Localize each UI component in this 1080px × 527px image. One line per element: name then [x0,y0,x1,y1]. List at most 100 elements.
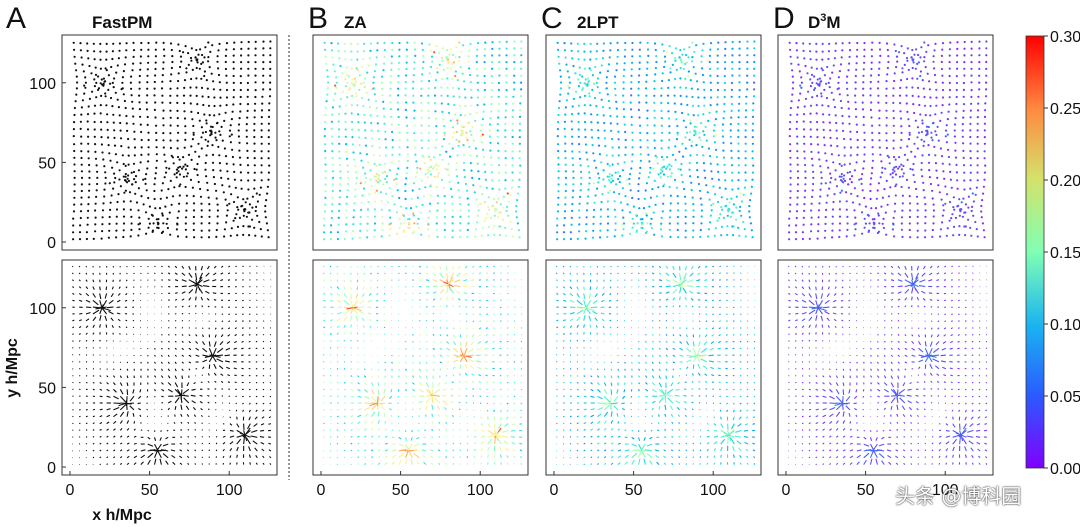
particle-point [169,146,172,150]
particle-point [487,196,490,199]
displacement-vector [651,375,655,379]
particle-point [221,184,224,187]
particle-point [208,229,211,232]
particle-point [121,154,124,157]
particle-point [247,40,250,44]
displacement-vector [194,279,203,287]
particle-point [102,158,105,161]
particle-point [574,72,577,75]
particle-point [187,52,190,55]
particle-point [634,213,638,216]
particle-point [212,80,215,83]
particle-point [205,119,208,122]
particle-point [388,187,391,190]
displacement-vector [242,313,244,316]
displacement-vector [569,442,572,445]
particle-point [109,201,112,204]
displacement-vector [624,429,627,431]
displacement-vector [370,411,376,418]
particle-point [132,62,135,65]
displacement-vector [235,402,238,405]
particle-point [735,218,738,221]
displacement-vector [576,324,579,328]
displacement-vector [610,449,614,452]
displacement-vector [444,414,448,417]
particle-point [504,122,507,125]
particle-point [616,41,619,45]
particle-point [228,135,231,138]
displacement-vector [180,404,183,411]
particle-point [511,171,514,174]
particle-point [378,163,381,166]
particle-point [217,49,220,52]
particle-point [246,103,250,106]
displacement-vector [430,462,434,466]
particle-point [605,87,608,90]
displacement-vector [113,449,116,452]
displacement-vector [437,449,441,452]
particle-point [435,163,438,166]
displacement-vector [569,415,572,418]
displacement-vector [162,453,169,459]
particle-point [709,162,712,165]
particle-point [225,96,229,99]
particle-point [484,170,487,173]
particle-point [557,190,560,193]
displacement-vector [202,347,208,353]
displacement-vector [350,375,353,378]
particle-point [556,238,559,241]
displacement-vector [207,394,210,397]
displacement-vector [397,415,400,418]
particle-point [622,108,626,111]
particle-point [616,55,619,59]
displacement-vector [487,416,489,420]
particle-point [611,154,614,157]
displacement-vector [439,347,443,351]
particle-point [170,48,173,52]
particle-point [504,150,507,153]
particle-point [505,95,508,99]
displacement-vector [220,380,224,383]
particle-point [415,160,418,163]
displacement-vector [355,293,359,299]
displacement-vector [569,272,572,275]
displacement-vector [432,298,436,301]
plot-frame [545,259,762,476]
displacement-vector [106,414,111,418]
displacement-vector [638,265,640,268]
particle-point [559,75,562,78]
particle-point [182,51,185,54]
particle-point [681,111,684,115]
particle-point [245,129,248,132]
particle-point [178,173,182,176]
particle-point [381,215,384,218]
displacement-vector [623,414,626,417]
particle-point [451,126,454,129]
displacement-vector [147,368,149,371]
particle-point [707,235,710,238]
particle-point [247,179,250,182]
particle-point [632,205,636,208]
particle-point [615,69,618,72]
particle-point [260,179,263,182]
displacement-vector [616,412,619,417]
particle-point [412,230,416,233]
particle-point [176,155,180,159]
displacement-vector [154,272,156,275]
particle-point [264,216,267,219]
particle-point [366,215,369,218]
particle-point [213,182,216,186]
particle-point [488,208,491,211]
particle-point [649,222,652,225]
particle-point [705,184,708,187]
particle-point [155,153,158,156]
particle-point [80,183,83,186]
displacement-vector [363,382,367,386]
displacement-vector [188,340,191,344]
particle-point [238,117,241,120]
displacement-vector [119,456,123,459]
particle-point [729,215,733,218]
displacement-vector [336,332,339,335]
particle-point [162,222,165,225]
particle-point [196,173,199,177]
